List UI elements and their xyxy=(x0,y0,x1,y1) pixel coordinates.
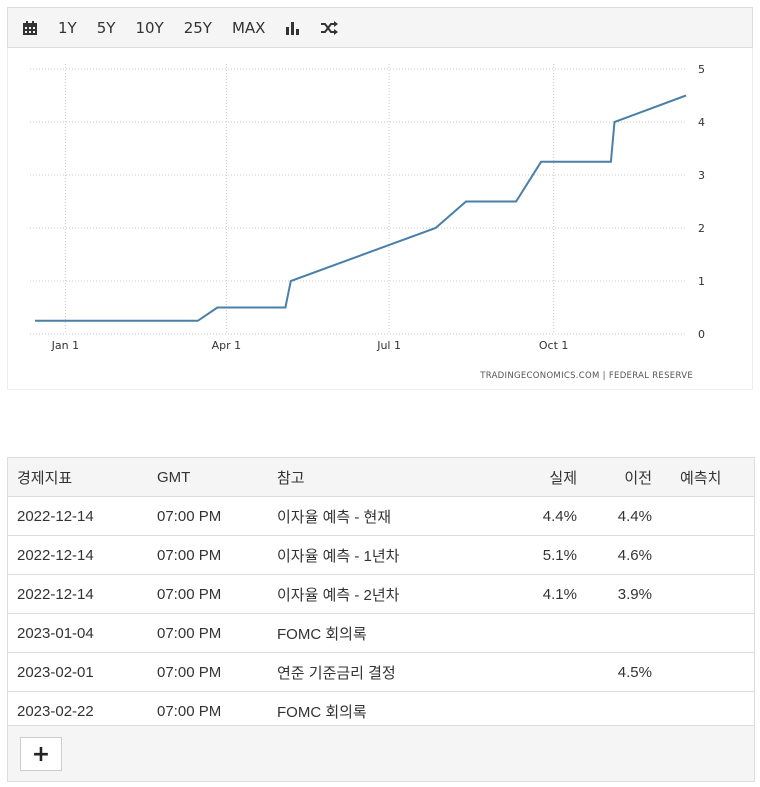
row-forecast xyxy=(652,574,755,614)
row-date: 2023-02-22 xyxy=(7,691,157,731)
row-time: 07:00 PM xyxy=(157,535,277,575)
source-label: TRADINGECONOMICS.COM | FEDERAL RESERVE xyxy=(479,371,693,381)
calendar-icon[interactable] xyxy=(8,8,48,47)
range-5y-button[interactable]: 5Y xyxy=(96,18,116,37)
row-date: 2022-12-14 xyxy=(7,535,157,575)
row-reference: FOMC 회의록 xyxy=(277,691,487,731)
row-actual: 5.1% xyxy=(487,535,577,575)
row-previous xyxy=(577,613,652,653)
range-max-button[interactable]: MAX xyxy=(231,18,266,37)
row-forecast xyxy=(652,652,755,692)
row-date: 2022-12-14 xyxy=(7,496,157,536)
row-time: 07:00 PM xyxy=(157,496,277,536)
row-previous: 4.5% xyxy=(577,652,652,692)
row-actual xyxy=(487,652,577,692)
header-previous: 이전 xyxy=(577,457,652,497)
row-reference: 이자율 예측 - 현재 xyxy=(277,496,487,536)
x-tick-label: Oct 1 xyxy=(539,339,569,352)
y-tick-label: 4 xyxy=(698,116,705,129)
row-date: 2023-02-01 xyxy=(7,652,157,692)
y-tick-label: 2 xyxy=(698,222,705,235)
series-line xyxy=(35,94,687,322)
header-forecast: 예측치 xyxy=(652,457,755,497)
calendar-table-wrap: 경제지표 GMT 참고 실제 이전 예측치 2022-12-14 07:00 PM… xyxy=(7,457,755,731)
header-reference: 참고 xyxy=(277,457,487,497)
bar-chart-icon[interactable] xyxy=(275,8,311,47)
table-row: 2022-12-14 07:00 PM 이자율 예측 - 현재 4.4% 4.4% xyxy=(7,496,755,536)
row-previous: 4.4% xyxy=(577,496,652,536)
y-tick-label: 3 xyxy=(698,169,705,182)
shuffle-icon[interactable] xyxy=(311,8,347,47)
row-actual: 4.1% xyxy=(487,574,577,614)
add-button[interactable]: + xyxy=(20,737,62,771)
row-previous: 3.9% xyxy=(577,574,652,614)
row-reference: 연준 기준금리 결정 xyxy=(277,652,487,692)
row-actual xyxy=(487,613,577,653)
header-indicator: 경제지표 xyxy=(7,457,157,497)
header-actual: 실제 xyxy=(487,457,577,497)
row-date: 2023-01-04 xyxy=(7,613,157,653)
row-forecast xyxy=(652,535,755,575)
row-time: 07:00 PM xyxy=(157,613,277,653)
row-actual: 4.4% xyxy=(487,496,577,536)
table-header-row: 경제지표 GMT 참고 실제 이전 예측치 xyxy=(7,457,755,497)
row-reference: 이자율 예측 - 1년차 xyxy=(277,535,487,575)
table-row: 2022-12-14 07:00 PM 이자율 예측 - 1년차 5.1% 4.6% xyxy=(7,535,755,575)
calendar-table: 경제지표 GMT 참고 실제 이전 예측치 2022-12-14 07:00 PM… xyxy=(7,457,755,731)
x-tick-label: Jan 1 xyxy=(51,339,79,352)
row-forecast xyxy=(652,496,755,536)
row-forecast xyxy=(652,613,755,653)
table-row: 2023-02-01 07:00 PM 연준 기준금리 결정 4.5% xyxy=(7,652,755,692)
table-row: 2023-01-04 07:00 PM FOMC 회의록 xyxy=(7,613,755,653)
chart-toolbar: 1Y 5Y 10Y 25Y MAX xyxy=(7,7,753,48)
range-10y-button[interactable]: 10Y xyxy=(135,18,164,37)
row-time: 07:00 PM xyxy=(157,652,277,692)
row-reference: FOMC 회의록 xyxy=(277,613,487,653)
y-tick-label: 0 xyxy=(698,328,705,341)
x-tick-label: Jul 1 xyxy=(376,339,401,352)
range-1y-button[interactable]: 1Y xyxy=(58,18,77,37)
x-tick-label: Apr 1 xyxy=(212,339,242,352)
row-date: 2022-12-14 xyxy=(7,574,157,614)
y-tick-label: 1 xyxy=(698,275,705,288)
y-tick-label: 5 xyxy=(698,63,705,76)
line-chart: 0 1 2 3 4 5 Jan 1 Apr 1 Jul 1 Oct 1 TRADINGECONO… xyxy=(30,63,705,381)
chart-panel: 0 1 2 3 4 5 Jan 1 Apr 1 Jul 1 Oct 1 TRADINGECONO… xyxy=(7,48,753,390)
row-previous: 4.6% xyxy=(577,535,652,575)
header-gmt: GMT xyxy=(157,457,277,497)
row-reference: 이자율 예측 - 2년차 xyxy=(277,574,487,614)
table-footer: + xyxy=(7,725,755,782)
range-25y-button[interactable]: 25Y xyxy=(183,18,212,37)
table-row: 2022-12-14 07:00 PM 이자율 예측 - 2년차 4.1% 3.9% xyxy=(7,574,755,614)
row-time: 07:00 PM xyxy=(157,574,277,614)
